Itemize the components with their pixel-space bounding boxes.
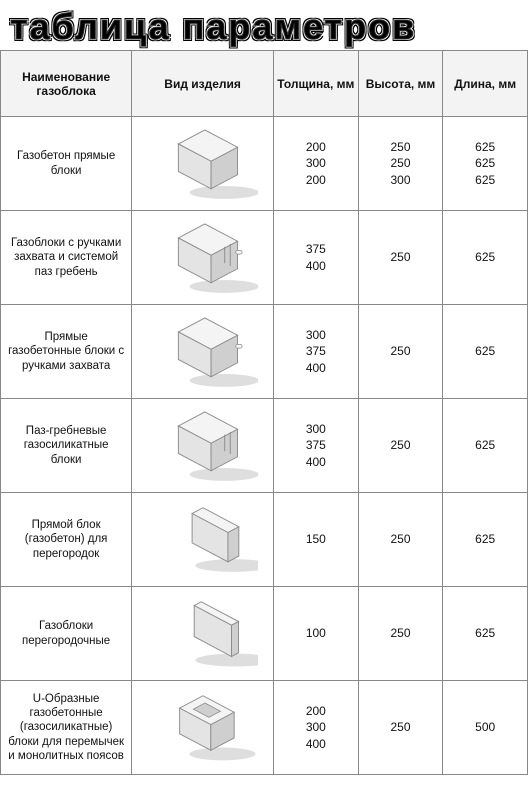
table-row: Газоблоки перегородочные 100 250625 <box>1 587 528 681</box>
parameters-table: Наименование газоблока Вид изделия Толщи… <box>0 50 528 775</box>
height-value: 250 <box>361 343 441 359</box>
thickness-value: 200 <box>276 139 356 155</box>
thickness-value: 400 <box>276 736 356 752</box>
col-name: Наименование газоблока <box>1 51 132 117</box>
cell-name: U-Образные газобетонные (газосиликатные)… <box>1 681 132 775</box>
block-icon <box>148 473 258 487</box>
cell-name: Газобетон прямые блоки <box>1 117 132 211</box>
thickness-value: 300 <box>276 327 356 343</box>
cell-view <box>132 587 274 681</box>
thickness-value: 200 <box>276 172 356 188</box>
block-icon <box>148 661 258 675</box>
thickness-value: 400 <box>276 360 356 376</box>
thickness-value: 375 <box>276 241 356 257</box>
cell-height: 250 <box>358 587 443 681</box>
table-row: Паз-гребневые газосиликатные блоки 30037… <box>1 399 528 493</box>
length-value: 625 <box>445 437 525 453</box>
height-value: 250 <box>361 625 441 641</box>
height-value: 250 <box>361 437 441 453</box>
cell-length: 625 <box>443 305 528 399</box>
col-height: Высота, мм <box>358 51 443 117</box>
cell-thickness: 200300200 <box>274 117 359 211</box>
thickness-value: 150 <box>276 531 356 547</box>
height-value: 250 <box>361 155 441 171</box>
table-row: Газобетон прямые блоки 20030020025025030… <box>1 117 528 211</box>
cell-length: 625 <box>443 493 528 587</box>
cell-view <box>132 305 274 399</box>
block-icon <box>148 755 258 769</box>
cell-name: Газоблоки с ручками захвата и системой п… <box>1 211 132 305</box>
table-row: Газоблоки с ручками захвата и системой п… <box>1 211 528 305</box>
cell-length: 625 <box>443 211 528 305</box>
cell-name: Газоблоки перегородочные <box>1 587 132 681</box>
cell-view <box>132 493 274 587</box>
cell-height: 250 <box>358 681 443 775</box>
cell-thickness: 150 <box>274 493 359 587</box>
thickness-value: 300 <box>276 719 356 735</box>
cell-height: 250 <box>358 211 443 305</box>
length-value: 500 <box>445 719 525 735</box>
height-value: 300 <box>361 172 441 188</box>
cell-thickness: 200300400 <box>274 681 359 775</box>
cell-height: 250 <box>358 305 443 399</box>
length-value: 625 <box>445 249 525 265</box>
col-thickness: Толщина, мм <box>274 51 359 117</box>
cell-view <box>132 681 274 775</box>
cell-thickness: 375400 <box>274 211 359 305</box>
cell-height: 250250300 <box>358 117 443 211</box>
length-value: 625 <box>445 343 525 359</box>
col-length: Длина, мм <box>443 51 528 117</box>
cell-view <box>132 211 274 305</box>
page-title: таблица параметров <box>0 0 528 50</box>
table-row: Прямые газобетонные блоки с ручками захв… <box>1 305 528 399</box>
cell-view <box>132 117 274 211</box>
length-value: 625 <box>445 625 525 641</box>
height-value: 250 <box>361 531 441 547</box>
height-value: 250 <box>361 719 441 735</box>
length-value: 625 <box>445 155 525 171</box>
col-view: Вид изделия <box>132 51 274 117</box>
thickness-value: 200 <box>276 703 356 719</box>
cell-height: 250 <box>358 493 443 587</box>
block-icon <box>148 379 258 393</box>
thickness-value: 400 <box>276 454 356 470</box>
length-value: 625 <box>445 172 525 188</box>
table-row: Прямой блок (газобетон) для перегородок … <box>1 493 528 587</box>
cell-thickness: 300375400 <box>274 399 359 493</box>
cell-thickness: 300375400 <box>274 305 359 399</box>
cell-name: Прямой блок (газобетон) для перегородок <box>1 493 132 587</box>
cell-name: Прямые газобетонные блоки с ручками захв… <box>1 305 132 399</box>
height-value: 250 <box>361 139 441 155</box>
thickness-value: 300 <box>276 155 356 171</box>
thickness-value: 100 <box>276 625 356 641</box>
thickness-value: 375 <box>276 343 356 359</box>
cell-length: 625 <box>443 399 528 493</box>
table-header-row: Наименование газоблока Вид изделия Толщи… <box>1 51 528 117</box>
cell-length: 500 <box>443 681 528 775</box>
cell-length: 625 <box>443 587 528 681</box>
block-icon <box>148 567 258 581</box>
cell-length: 625625625 <box>443 117 528 211</box>
cell-thickness: 100 <box>274 587 359 681</box>
thickness-value: 375 <box>276 437 356 453</box>
thickness-value: 300 <box>276 421 356 437</box>
cell-view <box>132 399 274 493</box>
length-value: 625 <box>445 139 525 155</box>
height-value: 250 <box>361 249 441 265</box>
cell-height: 250 <box>358 399 443 493</box>
length-value: 625 <box>445 531 525 547</box>
block-icon <box>148 285 258 299</box>
cell-name: Паз-гребневые газосиликатные блоки <box>1 399 132 493</box>
block-icon <box>148 191 258 205</box>
thickness-value: 400 <box>276 258 356 274</box>
table-row: U-Образные газобетонные (газосиликатные)… <box>1 681 528 775</box>
